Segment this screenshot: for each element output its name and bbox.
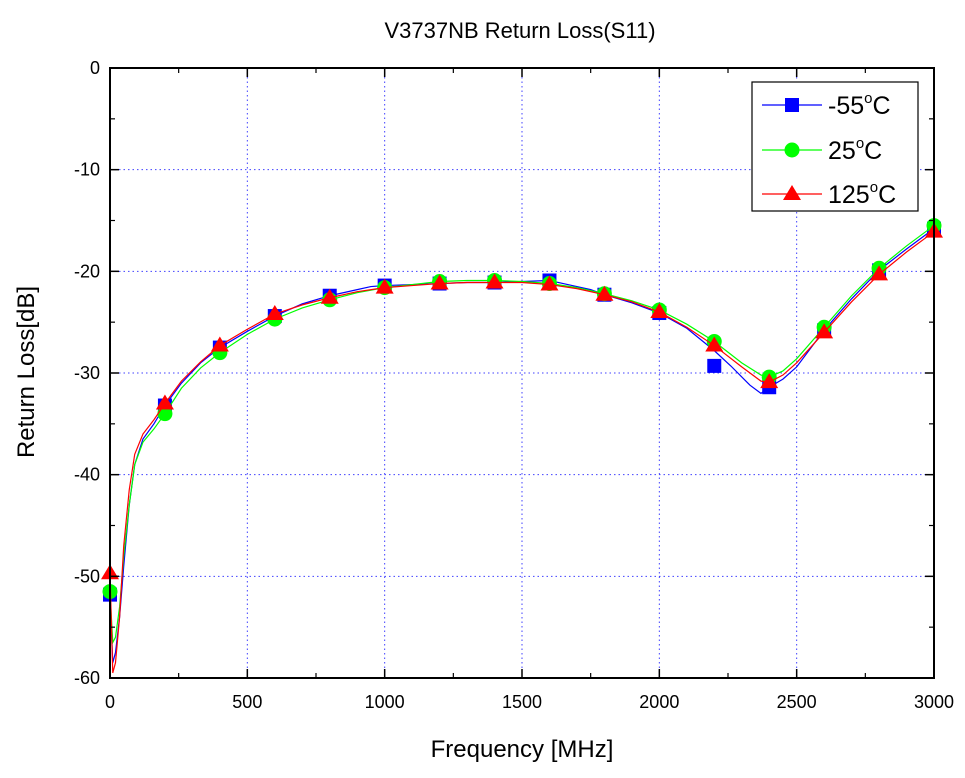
data-point-triangle — [705, 336, 724, 352]
data-point-triangle — [540, 275, 559, 291]
legend-entry: -55oC — [762, 90, 891, 120]
data-point-triangle — [210, 336, 229, 352]
y-tick-label: -40 — [74, 465, 100, 485]
legend-label-unit: C — [878, 181, 896, 209]
series-group — [101, 218, 943, 674]
legend-marker — [783, 185, 801, 200]
data-point-triangle — [595, 285, 614, 301]
y-tick-label: -20 — [74, 261, 100, 281]
x-tick-label: 0 — [105, 692, 115, 712]
y-axis-label: Return Loss[dB] — [13, 286, 40, 458]
legend-label-unit: C — [872, 92, 890, 120]
legend-entry: 25oC — [762, 135, 882, 165]
legend-marker — [784, 142, 800, 158]
legend-label-unit: C — [864, 137, 882, 165]
y-tick-label: 0 — [90, 58, 100, 78]
x-tick-label: 1000 — [365, 692, 405, 712]
x-axis-label: Frequency [MHz] — [431, 736, 614, 763]
x-tick-label: 500 — [232, 692, 262, 712]
series-circle — [102, 218, 942, 645]
y-tick-label: -60 — [74, 668, 100, 688]
legend-label: 25oC — [828, 135, 882, 165]
x-tick-label: 2000 — [639, 692, 679, 712]
x-tick-label: 3000 — [914, 692, 954, 712]
data-point-triangle — [870, 265, 889, 281]
legend-entry: 125oC — [762, 179, 896, 209]
data-point-square — [707, 358, 722, 373]
data-point-triangle — [485, 273, 504, 289]
data-point-triangle — [760, 373, 779, 389]
data-point-triangle — [650, 303, 669, 318]
legend-label-sup: o — [864, 90, 872, 107]
y-tick-label: -30 — [74, 363, 100, 383]
chart-title: V3737NB Return Loss(S11) — [384, 18, 655, 43]
legend-label: 125oC — [828, 179, 896, 209]
legend-label-main: 25 — [828, 137, 856, 165]
legend-marker — [785, 98, 799, 112]
legend-label-sup: o — [870, 179, 878, 196]
y-tick-label: -10 — [74, 160, 100, 180]
data-point-triangle — [320, 288, 339, 304]
axis-ticks: 0 500 1000 1500 2000 2500 3000 0 -10 -20 -30 -40 -50… — [74, 58, 954, 712]
legend-label: -55oC — [828, 90, 891, 120]
data-point-triangle — [265, 305, 284, 321]
data-point-triangle — [430, 274, 449, 290]
legend-label-main: -55 — [828, 92, 864, 120]
data-point-triangle — [155, 394, 174, 410]
legend-label-sup: o — [856, 135, 864, 152]
legend-label-main: 125 — [828, 181, 870, 209]
data-point-triangle — [815, 323, 834, 339]
x-tick-label: 2500 — [777, 692, 817, 712]
x-tick-label: 1500 — [502, 692, 542, 712]
y-tick-label: -50 — [74, 566, 100, 586]
legend-box — [751, 81, 919, 212]
data-point-triangle — [375, 278, 394, 294]
series-triangle — [101, 222, 943, 674]
